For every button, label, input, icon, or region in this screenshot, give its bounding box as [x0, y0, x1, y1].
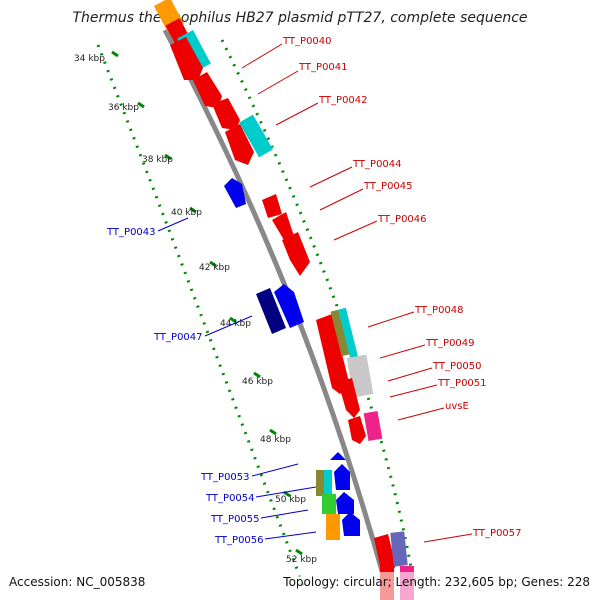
gene-forward-arrow — [348, 416, 366, 444]
tick-label: 50 kbp — [275, 495, 306, 505]
gene-teal — [338, 307, 358, 359]
gene-label: TT_P0054 — [205, 493, 255, 504]
gene-forward-arrow — [272, 212, 294, 240]
gene-forward-arrow — [193, 72, 222, 108]
topology-text: Topology: circular; Length: 232,605 bp; … — [282, 575, 590, 589]
gene-pink — [363, 410, 383, 442]
gene-forward-arrow — [316, 314, 350, 394]
leader-line — [423, 533, 473, 543]
gene-forward — [262, 194, 282, 218]
accession-text: Accession: NC_005838 — [9, 575, 145, 589]
leader-line — [333, 220, 378, 241]
leader-line — [260, 509, 309, 519]
gene-label: TT_P0045 — [363, 181, 413, 192]
leader-line — [241, 43, 283, 69]
leader-line — [264, 531, 317, 540]
tick-label: 46 kbp — [242, 377, 273, 387]
gene-reverse-arrow — [274, 284, 304, 328]
reverse-gene-labels: TT_P0043 TT_P0047 TT_P0053 TT_P0054 TT_P… — [106, 227, 264, 546]
gene-reverse-arrow — [336, 492, 354, 514]
gene-orange — [326, 514, 340, 540]
leader-line — [309, 166, 353, 188]
forward-gene-labels: TT_P0040 TT_P0041 TT_P0042 TT_P0044 TT_P… — [282, 36, 522, 539]
leader-line — [387, 367, 433, 382]
gene-label: TT_P0040 — [282, 36, 332, 47]
leader-line — [379, 344, 426, 359]
gene-label: TT_P0056 — [214, 535, 264, 546]
gene-label: TT_P0051 — [437, 378, 487, 389]
map-title: Thermus thermophilus HB27 plasmid pTT27,… — [72, 10, 527, 26]
gene-reverse-arrow — [334, 464, 350, 490]
tick-label: 42 kbp — [199, 263, 230, 273]
tick-mark — [209, 260, 217, 268]
tick-mark — [137, 101, 145, 109]
tick-label: 48 kbp — [260, 435, 291, 445]
gene-label: uvsE — [445, 401, 469, 412]
tick-mark — [253, 371, 261, 379]
gene-label: TT_P0047 — [153, 332, 203, 343]
gene-label: TT_P0048 — [414, 305, 464, 316]
leader-line — [389, 384, 438, 398]
gene-label: TT_P0044 — [352, 159, 402, 170]
tick-mark — [295, 548, 303, 556]
gene-forward-arrow — [282, 232, 310, 276]
gene-olive — [330, 309, 350, 357]
tick-label: 36 kbp — [108, 103, 139, 113]
gene-teal — [239, 114, 273, 158]
tick-label: 38 kbp — [142, 155, 173, 165]
gene-forward-arrow — [170, 37, 203, 80]
leader-line — [255, 486, 317, 498]
leader-line — [204, 315, 253, 337]
tick-label: 52 kbp — [286, 555, 317, 565]
tick-label: 44 kbp — [220, 319, 251, 329]
leader-line — [251, 463, 299, 477]
tick-mark — [189, 206, 197, 214]
gene-label: TT_P0055 — [210, 514, 260, 525]
gene-navy — [256, 288, 286, 334]
gene-teal — [324, 470, 332, 496]
tick-mark — [164, 153, 172, 161]
tick-label: 34 kbp — [74, 54, 105, 64]
gene-label: TT_P0057 — [472, 528, 522, 539]
leader-line — [275, 102, 319, 126]
gene-label: TT_P0042 — [318, 95, 368, 106]
gene-forward-arrow — [374, 534, 396, 576]
gene-forward-arrow — [212, 98, 240, 130]
gene-reverse-arrow — [342, 512, 360, 536]
gene-reverse-arrow — [224, 178, 246, 208]
tick-labels: 34 kbp 36 kbp 38 kbp 40 kbp 42 kbp 44 kb… — [74, 54, 317, 565]
gene-label: TT_P0049 — [425, 338, 475, 349]
tick-mark — [111, 50, 119, 58]
plasmid-backbone — [162, 28, 393, 600]
gene-label: TT_P0043 — [106, 227, 156, 238]
gene-olive — [316, 470, 324, 496]
gene-label: TT_P0050 — [432, 361, 482, 372]
gene-green — [322, 494, 336, 514]
reverse-leader-lines — [157, 217, 317, 540]
leader-line — [397, 407, 445, 421]
tick-label: 40 kbp — [171, 208, 202, 218]
gene-label: TT_P0041 — [298, 62, 348, 73]
gene-purple — [390, 531, 408, 567]
gene-features — [154, 0, 414, 600]
leader-line — [367, 311, 415, 328]
leader-line — [319, 188, 364, 211]
gene-label: TT_P0053 — [200, 472, 250, 483]
inner-tick-arc — [96, 44, 307, 591]
tick-mark — [229, 316, 237, 324]
leader-line — [257, 70, 299, 95]
footer-backdrop — [0, 572, 600, 600]
forward-leader-lines — [241, 43, 473, 543]
gene-forward-arrow — [338, 378, 360, 418]
gene-forward-arrow — [225, 124, 254, 165]
guide-arcs — [96, 39, 417, 591]
tick-mark — [269, 428, 277, 436]
gene-label: TT_P0046 — [377, 214, 427, 225]
leader-line — [157, 217, 189, 232]
gene-reverse-arrow — [330, 452, 346, 460]
